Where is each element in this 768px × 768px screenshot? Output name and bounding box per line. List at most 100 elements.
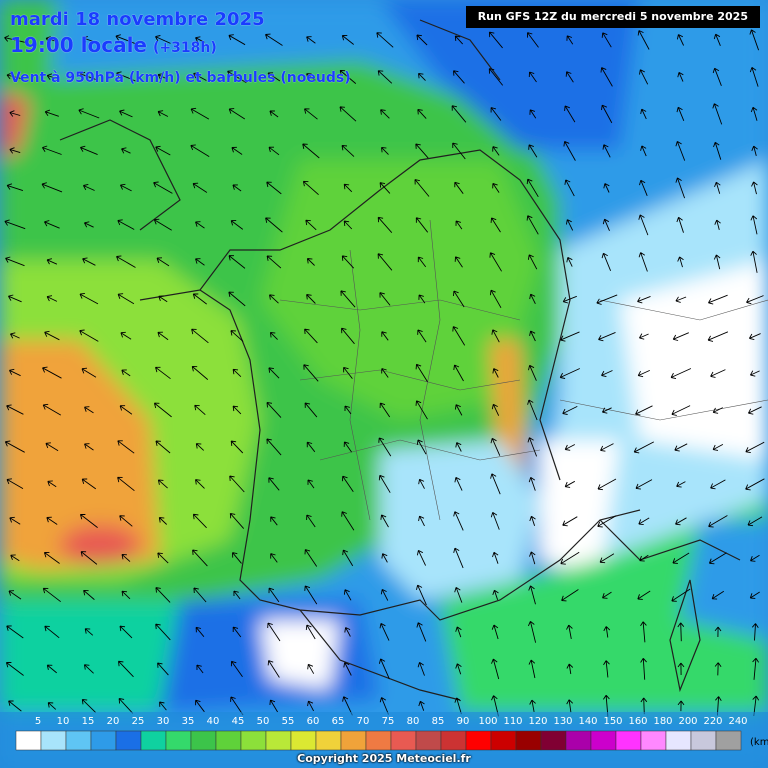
wind-arrow	[637, 295, 651, 304]
wind-arrow	[677, 622, 685, 642]
wind-arrow	[714, 181, 721, 194]
wind-arrow	[270, 553, 278, 563]
wind-arrow	[714, 219, 721, 231]
wind-arrow	[344, 627, 351, 637]
legend-swatch	[215, 730, 242, 751]
wind-arrow	[195, 258, 205, 266]
wind-arrow	[564, 444, 576, 451]
wind-arrow	[343, 366, 353, 379]
legend-swatch	[315, 730, 342, 751]
wind-arrow	[341, 35, 354, 45]
legend-swatch	[15, 730, 42, 751]
wind-arrow	[565, 71, 574, 83]
wind-arrow	[46, 664, 57, 674]
wind-arrow	[749, 591, 760, 599]
wind-arrow	[84, 221, 94, 228]
admin-boundaries	[279, 219, 768, 521]
wind-arrow	[378, 474, 391, 493]
wind-arrow	[343, 183, 353, 193]
wind-arrow	[710, 479, 726, 490]
wind-arrow	[750, 370, 760, 377]
wind-arrow	[121, 553, 131, 562]
wind-arrow	[269, 699, 278, 713]
wind-arrow	[306, 36, 316, 44]
wind-arrow	[564, 179, 575, 197]
wind-arrow	[80, 551, 98, 565]
wind-arrow	[83, 589, 95, 600]
wind-arrow	[83, 664, 94, 674]
wind-arrow	[266, 181, 282, 195]
wind-arrow	[640, 108, 647, 120]
wind-arrow	[268, 146, 280, 156]
wind-arrow	[670, 368, 692, 380]
wind-arrow	[157, 552, 169, 564]
wind-arrow	[43, 551, 60, 564]
legend-swatch	[440, 730, 467, 751]
wind-arrow	[44, 330, 60, 341]
wind-arrow	[602, 407, 612, 414]
wind-arrow	[228, 291, 246, 307]
wind-arrow	[639, 554, 649, 562]
wind-arrow	[600, 443, 614, 452]
wind-arrow	[267, 72, 281, 82]
legend-swatch	[415, 730, 442, 751]
legend-label: 120	[528, 716, 547, 727]
legend-label: 10	[57, 716, 70, 727]
wind-arrow	[265, 217, 283, 233]
wind-arrow	[79, 329, 99, 342]
wind-arrow	[116, 255, 136, 268]
wind-arrow	[416, 34, 428, 46]
wind-arrow	[712, 67, 722, 86]
wind-arrow	[418, 515, 425, 527]
wind-arrow	[380, 109, 390, 119]
wind-arrow	[339, 106, 357, 122]
wind-arrow	[488, 31, 503, 49]
wind-arrow	[121, 590, 131, 600]
wind-arrow	[708, 294, 728, 305]
legend-label: 90	[457, 716, 470, 727]
wind-arrow	[6, 183, 24, 192]
wind-arrow	[82, 257, 96, 266]
wind-arrow	[596, 294, 618, 305]
wind-arrow	[269, 331, 278, 340]
wind-arrow	[714, 662, 722, 676]
wind-arrow	[675, 141, 686, 161]
copyright: Copyright 2025 Meteociel.fr	[297, 752, 471, 765]
wind-arrow	[232, 626, 242, 638]
legend-swatch	[465, 730, 492, 751]
legend-label: 130	[553, 716, 572, 727]
legend-swatch	[615, 730, 642, 751]
legend-swatch	[165, 730, 192, 751]
wind-arrow	[228, 34, 246, 46]
wind-arrow	[708, 552, 727, 565]
wind-arrow	[4, 219, 26, 230]
wind-arrow	[191, 328, 209, 344]
wind-arrow	[117, 219, 135, 230]
wind-arrow	[563, 140, 576, 161]
wind-arrow	[381, 331, 389, 341]
wind-arrow	[566, 699, 574, 713]
wind-arrow	[637, 30, 650, 50]
wind-arrow	[600, 67, 613, 87]
wind-arrow	[42, 403, 62, 416]
legend-swatch	[665, 730, 692, 751]
wind-arrow	[562, 405, 578, 415]
wind-arrow	[566, 663, 574, 675]
wind-arrow	[229, 512, 245, 529]
wind-arrow	[452, 326, 466, 346]
wind-arrow	[157, 331, 169, 341]
wind-arrow	[193, 587, 207, 603]
wind-arrow	[379, 697, 389, 715]
wind-arrow	[83, 183, 95, 191]
legend-swatch	[515, 730, 542, 751]
wind-arrow	[307, 663, 315, 674]
legend-swatch	[115, 730, 142, 751]
wind-arrow	[195, 626, 205, 637]
legend-swatch	[490, 730, 517, 751]
wind-arrow	[418, 294, 426, 304]
wind-arrow	[119, 405, 133, 415]
wind-arrow	[603, 660, 610, 678]
wind-arrow	[6, 404, 24, 415]
wind-arrow	[752, 657, 759, 680]
